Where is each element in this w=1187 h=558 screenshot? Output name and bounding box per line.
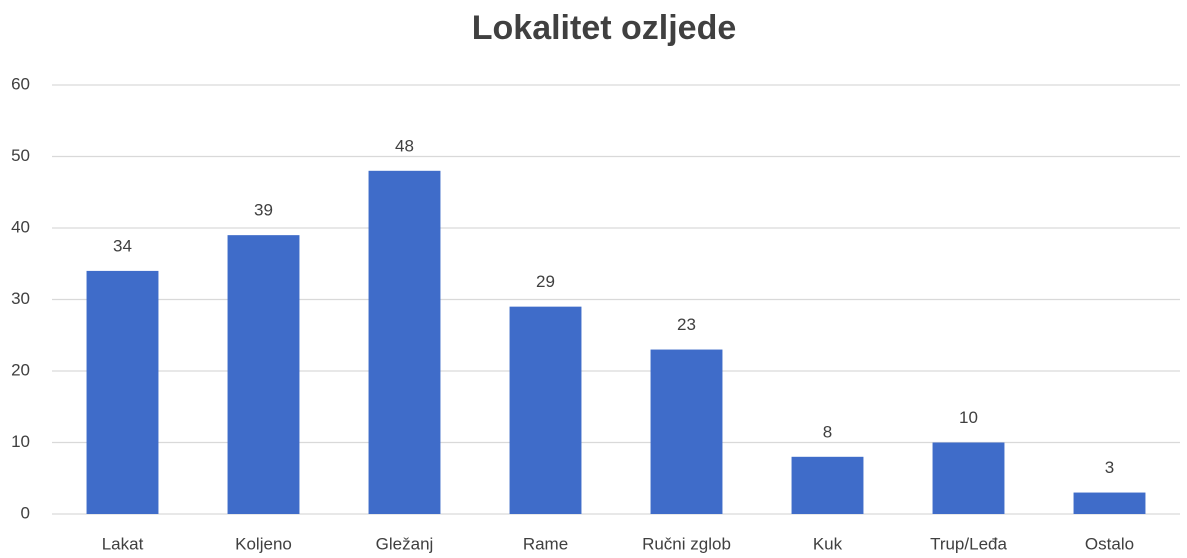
x-tick-label: Trup/Leđa <box>930 534 1007 553</box>
x-tick-label: Lakat <box>102 534 144 553</box>
bar <box>932 442 1005 514</box>
x-tick-label: Ručni zglob <box>642 534 731 553</box>
y-tick-label: 10 <box>11 432 30 451</box>
data-label: 3 <box>1105 458 1114 477</box>
bar <box>227 235 300 514</box>
y-tick-label: 30 <box>11 289 30 308</box>
bar <box>509 306 582 514</box>
y-tick-label: 0 <box>21 503 30 522</box>
x-tick-label: Rame <box>523 534 568 553</box>
bar <box>368 170 441 515</box>
bar <box>791 456 864 514</box>
y-tick-label: 60 <box>11 74 30 93</box>
bar <box>86 270 159 514</box>
data-label: 8 <box>823 422 832 441</box>
data-label: 39 <box>254 201 273 220</box>
data-label: 10 <box>959 408 978 427</box>
x-tick-label: Koljeno <box>235 534 292 553</box>
chart-title: Lokalitet ozljede <box>472 9 737 47</box>
x-tick-label: Gležanj <box>376 534 434 553</box>
data-label: 48 <box>395 136 414 155</box>
bar <box>650 349 723 514</box>
data-label: 23 <box>677 315 696 334</box>
data-label: 34 <box>113 236 132 255</box>
y-tick-label: 50 <box>11 146 30 165</box>
data-label: 29 <box>536 272 555 291</box>
bar <box>1073 492 1146 514</box>
x-tick-label: Kuk <box>813 534 843 553</box>
y-tick-label: 40 <box>11 217 30 236</box>
y-tick-label: 20 <box>11 360 30 379</box>
x-tick-label: Ostalo <box>1085 534 1134 553</box>
